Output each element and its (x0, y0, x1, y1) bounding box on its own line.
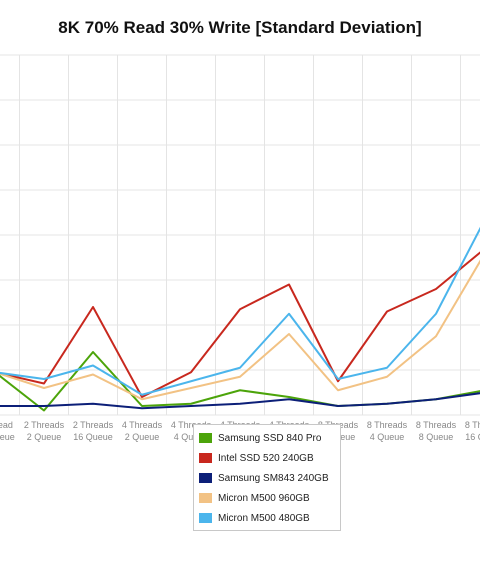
series-line-4 (0, 226, 480, 396)
x-tick-label: 2 Threads 2 Queue (24, 420, 65, 442)
legend-label: Micron M500 960GB (218, 492, 310, 504)
legend-swatch (199, 453, 212, 463)
x-tick-label: 1 Thread16 Queue (0, 420, 15, 442)
legend-item: Intel SSD 520 240GB (194, 448, 340, 468)
legend-label: Samsung SSD 840 Pro (218, 432, 322, 444)
x-tick-label: 4 Threads 2 Queue (122, 420, 163, 442)
x-tick-label: 8 Threads 8 Queue (416, 420, 457, 442)
legend-item: Micron M500 960GB (194, 488, 340, 508)
legend-swatch (199, 493, 212, 503)
legend-swatch (199, 433, 212, 443)
legend-item: Samsung SM843 240GB (194, 468, 340, 488)
x-tick-label: 2 Threads 16 Queue (73, 420, 114, 442)
chart-title: 8K 70% Read 30% Write [Standard Deviatio… (58, 18, 422, 37)
legend-item: Micron M500 480GB (194, 508, 340, 528)
chart-legend: Samsung SSD 840 Pro Intel SSD 520 240GB Sa… (193, 424, 341, 531)
series-line-2 (0, 392, 480, 410)
legend-swatch (199, 473, 212, 483)
x-tick-label: 8 Threads 4 Queue (367, 420, 408, 442)
legend-item: Samsung SSD 840 Pro (194, 428, 340, 448)
x-tick-label: 4 Threads 4 Queue (171, 420, 212, 442)
series-line-1 (0, 251, 480, 398)
legend-label: Intel SSD 520 240GB (218, 452, 314, 464)
legend-swatch (199, 513, 212, 523)
legend-label: Samsung SM843 240GB (218, 472, 329, 484)
series-line-3 (0, 259, 480, 401)
legend-label: Micron M500 480GB (218, 512, 310, 524)
